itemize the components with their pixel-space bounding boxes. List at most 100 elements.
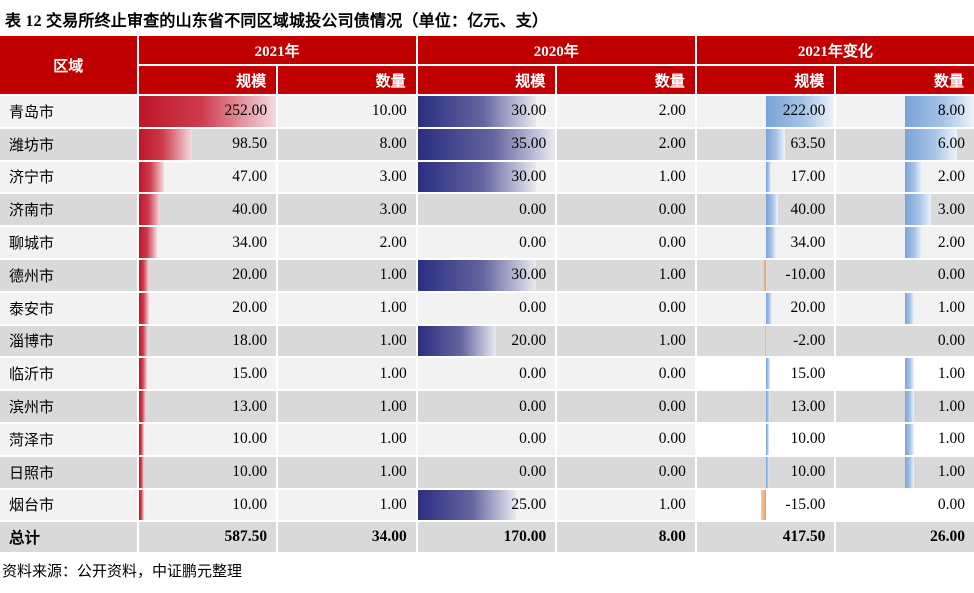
value-cell: 222.00 (696, 96, 835, 127)
value-text: 8.00 (658, 528, 686, 546)
value-text: 40.00 (232, 200, 268, 218)
value-cell: 10.00 (278, 96, 416, 127)
value-text: 0.00 (519, 430, 547, 448)
value-text: 10.00 (371, 102, 407, 120)
data-bar (138, 161, 165, 193)
data-bar (762, 259, 766, 291)
data-bar (138, 227, 158, 258)
value-cell: 20.00 (138, 292, 277, 324)
value-cell: 1.00 (836, 358, 974, 390)
value-text: 2.00 (937, 167, 965, 185)
header-group-change: 2021年变化 (696, 36, 974, 64)
value-cell: 1.00 (278, 325, 416, 357)
data-bar (765, 161, 771, 193)
region-cell: 淄博市 (0, 325, 137, 357)
value-text: 1.00 (658, 266, 686, 284)
value-text: 222.00 (782, 102, 826, 120)
region-cell: 德州市 (0, 259, 137, 291)
region-cell: 青岛市 (0, 96, 137, 127)
data-bar (765, 358, 771, 390)
value-cell: 0.00 (417, 227, 556, 258)
total-row: 总计 587.50 34.00 170.00 8.00 417.50 26.00 (0, 522, 974, 553)
value-text: 1.00 (379, 397, 407, 415)
value-text: 0.00 (519, 233, 547, 251)
value-cell: 18.00 (138, 325, 277, 357)
data-bar (905, 194, 931, 226)
data-bar (138, 423, 144, 455)
value-text: -2.00 (793, 331, 826, 349)
value-cell: 35.00 (417, 128, 556, 160)
value-cell: 1.00 (278, 358, 416, 390)
value-text: 1.00 (937, 397, 965, 415)
value-text: 1.00 (937, 430, 965, 448)
value-text: 20.00 (790, 299, 826, 317)
data-bar (138, 489, 144, 521)
value-cell: 8.00 (836, 96, 974, 127)
value-cell: 0.00 (836, 489, 974, 521)
value-text: 13.00 (232, 397, 268, 415)
data-bar (905, 227, 923, 258)
value-text: 34.00 (232, 233, 268, 251)
value-text: 1.00 (658, 167, 686, 185)
value-text: 252.00 (224, 102, 268, 120)
value-text: 10.00 (790, 463, 826, 481)
data-bar (138, 456, 144, 488)
header-change-count: 数量 (836, 66, 974, 94)
data-bar (905, 292, 914, 324)
data-bar (765, 128, 786, 160)
value-text: 0.00 (519, 463, 547, 481)
value-cell: 0.00 (557, 456, 695, 488)
value-text: 20.00 (232, 266, 268, 284)
region-cell: 泰安市 (0, 292, 137, 324)
value-text: 0.00 (658, 463, 686, 481)
table-row: 潍坊市 98.50 8.00 35.00 2.00 63.50 6.00 (0, 128, 974, 160)
value-cell: 1.00 (278, 391, 416, 422)
table-row: 淄博市 18.00 1.00 20.00 1.00 -2.00 0.00 (0, 325, 974, 357)
table-row: 临沂市 15.00 1.00 0.00 0.00 15.00 1.00 (0, 358, 974, 390)
value-text: 2.00 (658, 135, 686, 153)
region-cell: 烟台市 (0, 489, 137, 521)
value-text: 25.00 (511, 495, 547, 513)
value-cell: 47.00 (138, 161, 277, 193)
value-text: 10.00 (232, 495, 268, 513)
data-bar (905, 358, 914, 390)
header-2020-scale: 规模 (417, 66, 556, 94)
value-cell: 15.00 (696, 358, 835, 390)
value-text: 0.00 (658, 364, 686, 382)
data-bar (138, 325, 149, 357)
source-note: 资料来源：公开资料，中证鹏元整理 (2, 564, 243, 581)
value-cell: 98.50 (138, 128, 277, 160)
value-text: 6.00 (937, 135, 965, 153)
value-cell: 252.00 (138, 96, 277, 127)
data-bar (138, 292, 150, 324)
value-cell: 34.00 (138, 227, 277, 258)
data-bar (417, 161, 536, 193)
value-cell: 8.00 (278, 128, 416, 160)
value-text: 170.00 (503, 528, 547, 546)
value-cell: 0.00 (417, 194, 556, 226)
table-row: 滨州市 13.00 1.00 0.00 0.00 13.00 1.00 (0, 391, 974, 422)
value-text: 34.00 (790, 233, 826, 251)
header-region: 区域 (0, 36, 137, 94)
value-text: 0.00 (519, 397, 547, 415)
value-text: 1.00 (937, 299, 965, 317)
value-cell: 1.00 (278, 259, 416, 291)
total-label: 总计 (0, 522, 137, 553)
table-row: 济南市 40.00 3.00 0.00 0.00 40.00 3.00 (0, 194, 974, 226)
value-cell: 3.00 (278, 161, 416, 193)
data-bar (765, 194, 778, 226)
value-text: 17.00 (790, 167, 826, 185)
value-cell: 2.00 (836, 227, 974, 258)
data-bar (765, 423, 769, 455)
value-text: 30.00 (511, 102, 547, 120)
data-bar (905, 423, 914, 455)
data-bar (765, 292, 772, 324)
region-cell: 济宁市 (0, 161, 137, 193)
value-text: 15.00 (232, 364, 268, 382)
value-cell: 1.00 (557, 325, 695, 357)
value-cell: 0.00 (417, 292, 556, 324)
value-cell: 0.00 (557, 391, 695, 422)
table-row: 青岛市 252.00 10.00 30.00 2.00 222.00 8.00 (0, 96, 974, 127)
data-bar (138, 358, 147, 390)
bond-table: 区域 2021年 2020年 2021年变化 规模 数量 规模 数量 规模 数量… (0, 34, 974, 554)
